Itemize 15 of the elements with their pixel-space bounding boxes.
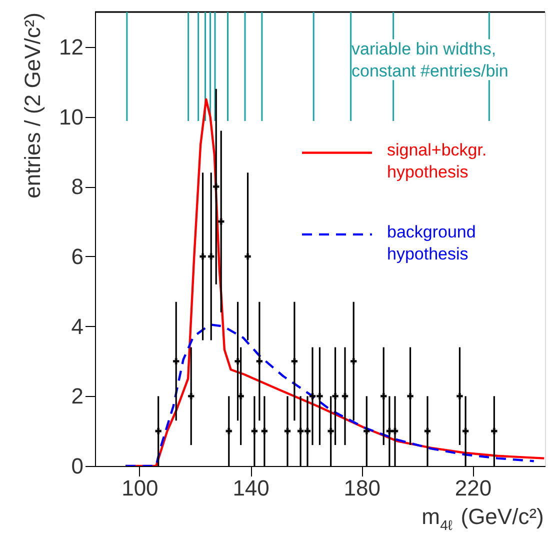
y-tick-label: 2 xyxy=(71,384,84,409)
x-tick-label: 100 xyxy=(122,476,158,500)
y-tick-label: 6 xyxy=(71,244,84,269)
legend-label: signal+bckgr. hypothesis xyxy=(387,140,487,182)
annotation: variable bin widths, constant #entries/bin xyxy=(352,40,508,81)
x-tick-label: 180 xyxy=(344,476,381,500)
y-tick-label: 8 xyxy=(71,174,84,200)
x-tick-label: 220 xyxy=(454,476,492,500)
y-axis-title: entries / (2 GeV/c²) xyxy=(20,12,46,198)
y-tick-label: 12 xyxy=(59,34,84,60)
y-tick-label: 0 xyxy=(71,454,84,478)
x-tick-label: 140 xyxy=(232,476,270,500)
y-tick-label: 4 xyxy=(71,314,84,339)
y-tick-label: 10 xyxy=(59,104,84,130)
legend-label: background hypothesis xyxy=(387,222,476,264)
